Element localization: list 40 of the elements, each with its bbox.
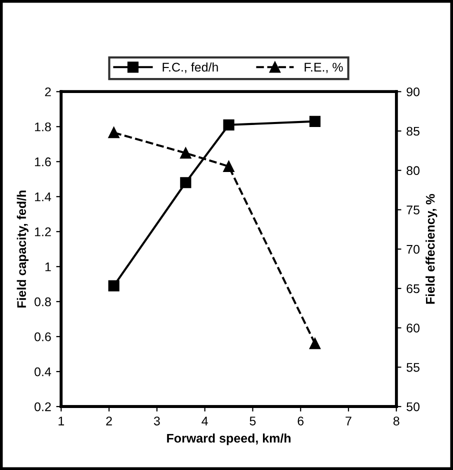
y-tick-label: 0.8	[34, 297, 51, 306]
y-tick-label: 1.6	[35, 157, 51, 166]
y2-tick-label: 85	[406, 126, 420, 136]
y-tick-label: 1.8	[35, 122, 51, 132]
y2-tick-label: 80	[406, 166, 420, 176]
x-tick-label: 8	[393, 416, 400, 426]
y-tick-label: 0.2	[34, 402, 51, 412]
y2-tick-label: 60	[406, 324, 420, 332]
point	[309, 338, 321, 350]
y2-tick-label: 70	[406, 244, 420, 254]
point	[180, 148, 192, 159]
point	[108, 280, 120, 292]
point	[223, 160, 234, 172]
x-tick-label: 5	[250, 416, 256, 426]
y-tick-label: 1.2	[35, 227, 51, 236]
y2-tick-label: 90	[406, 87, 420, 96]
point	[180, 177, 192, 188]
point	[223, 119, 234, 130]
y2-tick-label: 75	[406, 206, 420, 214]
x-axis-title: Forward speed, km/h	[167, 433, 291, 446]
point	[108, 127, 120, 138]
x-tick-label: 2	[106, 416, 112, 426]
x-tick-label: 6	[298, 416, 304, 426]
x-tick-label: 7	[346, 416, 352, 426]
y-tick-label: 1.4	[35, 192, 52, 202]
y2-tick-label: 65	[406, 284, 420, 294]
y-tick-label: 0.4	[34, 367, 52, 376]
y-tick-label: 0.6	[34, 332, 51, 342]
legend-label: F.E., %	[304, 62, 343, 74]
point	[309, 116, 321, 127]
y-tick-label: 2	[45, 87, 51, 96]
y2-tick-label: 55	[406, 363, 420, 372]
x-tick-label: 1	[58, 416, 64, 426]
x-tick-label: 3	[154, 416, 160, 426]
y2-axis-title: Field effeciency, %	[426, 194, 438, 304]
y-tick-label: 1	[45, 262, 51, 272]
legend-label: F.C., fed/h	[162, 62, 218, 74]
y2-tick-label: 50	[406, 402, 420, 412]
y-axis-title: Field capacity, fed/h	[16, 190, 28, 308]
x-tick-label: 4	[202, 416, 208, 426]
